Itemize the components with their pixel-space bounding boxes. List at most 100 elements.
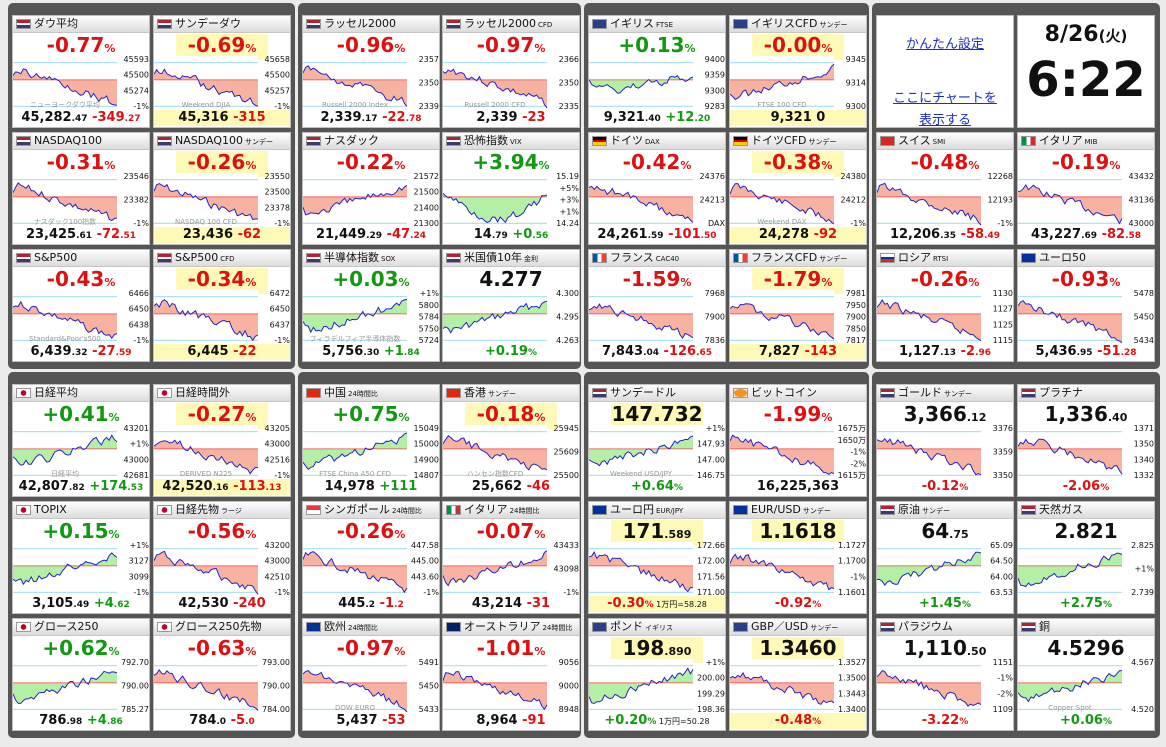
sparkline-chart[interactable]: 7981 7950 7900 7850 7817 bbox=[730, 290, 867, 347]
market-tile[interactable]: ラッセル2000 CFD -0.97% Russell 2000 CFD 2366 235… bbox=[442, 15, 580, 128]
market-tile[interactable]: ナスダック -0.22% 21572 21500 21400 21300 21,449.29… bbox=[302, 132, 440, 245]
sparkline-chart[interactable]: 15.19 +5% +3% +1% 14.24 bbox=[443, 173, 580, 230]
sparkline-chart[interactable]: Copper Spot 4.567 4.520 bbox=[1018, 659, 1155, 716]
sparkline-chart[interactable]: FTSE 100 CFD 9345 9314 9300 bbox=[730, 56, 867, 113]
market-tile[interactable]: TOPIX +0.15% +1% 3127 3099 -1% 3,105.49 +4.62 bbox=[12, 501, 150, 614]
sparkline-chart[interactable]: 43433 43098 -1% bbox=[443, 542, 580, 599]
sparkline-chart[interactable]: 日経平均 43201 +1% 43000 42681 bbox=[13, 425, 150, 482]
market-tile[interactable]: GBP／USD サンデー 1.3460 1.3527 1.3500 1.3443 1.340… bbox=[729, 618, 867, 731]
sparkline-chart[interactable]: Weekend DJIA 45658 45500 45257 -1% bbox=[154, 56, 291, 113]
market-tile[interactable]: S&P500 -0.43% Standard&Poor's500 6466 6450 64… bbox=[12, 249, 150, 362]
sparkline-chart[interactable]: Weekend USD/JPY +1% 147.93 147.00 146.75 bbox=[589, 425, 726, 482]
market-tile[interactable]: S&P500 CFD -0.34% 6472 6450 6437 -1% 6,445 -22 bbox=[153, 249, 291, 362]
market-tile[interactable]: ポンド イギリス 198.890 +1% 200.00 199.29 198.36 +0.20… bbox=[588, 618, 726, 731]
sparkline-chart[interactable]: 792.70 790.00 785.27 bbox=[13, 659, 150, 716]
sparkline-chart[interactable]: DERIVED N225 43205 43000 42516 -1% bbox=[154, 425, 291, 482]
market-tile[interactable]: イタリア 24時間比 -0.07% 43433 43098 -1% 43,214 -31 bbox=[442, 501, 580, 614]
axis-label: 9056 bbox=[559, 659, 579, 667]
sparkline-chart[interactable]: Russell 2000 Index 2357 2350 2339 bbox=[303, 56, 440, 113]
market-tile[interactable]: 米国債10年 金利 4.277 4.300 4.295 4.263 +0.19% bbox=[442, 249, 580, 362]
market-tile[interactable]: イギリス FTSE +0.13% 9400 9359 9300 9283 9,321.40 +… bbox=[588, 15, 726, 128]
market-tile[interactable]: プラチナ 1,336.40 1371 1350 1340 1332 -2.06% bbox=[1017, 384, 1155, 497]
sparkline-chart[interactable]: 447.58 445.00 443.60 -1% bbox=[303, 542, 440, 599]
market-tile[interactable]: ダウ平均 -0.77% ニューヨークダウ平均 45593 45500 45274 -1% 45… bbox=[12, 15, 150, 128]
market-tile[interactable]: フランス CAC40 -1.59% 7968 7900 7836 7,843.04 -126… bbox=[588, 249, 726, 362]
sparkline-chart[interactable]: 21572 21500 21400 21300 bbox=[303, 173, 440, 230]
market-tile[interactable]: グロース250 +0.62% 792.70 790.00 785.27 786.98 +4… bbox=[12, 618, 150, 731]
market-tile[interactable]: NASDAQ100 -0.31% ナスダック100指数 23546 23382 -1% 23… bbox=[12, 132, 150, 245]
market-tile[interactable]: イタリア MIB -0.19% 43432 43136 43000 43,227.69 -8… bbox=[1017, 132, 1155, 245]
bottom-values: 21,449.29 -47.24 bbox=[303, 227, 439, 243]
sparkline-chart[interactable]: 4.300 4.295 4.263 bbox=[443, 290, 580, 347]
sparkline-chart[interactable]: Standard&Poor's500 6466 6450 6438 -1% bbox=[13, 290, 150, 347]
sparkline-chart[interactable]: 793.00 790.00 784.00 bbox=[154, 659, 291, 716]
sparkline-chart[interactable]: 43200 43000 42510 -1% bbox=[154, 542, 291, 599]
tile-title: ラッセル2000 bbox=[324, 17, 396, 31]
market-tile[interactable]: 日経先物 ラージ -0.56% 43200 43000 42510 -1% 42,530 -2… bbox=[153, 501, 291, 614]
market-tile[interactable]: 恐怖指数 VIX +3.94% 15.19 +5% +3% +1% 14.24 14.79 +0… bbox=[442, 132, 580, 245]
add-chart-link[interactable]: ここにチャートを 表示する bbox=[877, 88, 1013, 132]
sparkline-chart[interactable]: 7968 7900 7836 bbox=[589, 290, 726, 347]
sparkline-chart[interactable]: FTSE China A50 CFD 15049 15000 14900 14807 bbox=[303, 425, 440, 482]
market-tile[interactable]: ゴールド サンデー 3,366.12 3376 3359 3350 -0.12% bbox=[876, 384, 1014, 497]
market-tile[interactable]: ビットコイン -1.99% 1675万 1650万 -1% -2% 1615万 16,225,… bbox=[729, 384, 867, 497]
market-tile[interactable]: 欧州 24時間比 -0.97% DOW EURO 5491 5450 5433 5,437 -… bbox=[302, 618, 440, 731]
sparkline-chart[interactable]: Weekend DAX 24380 24212 -1% bbox=[730, 173, 867, 230]
sparkline-chart[interactable]: 43432 43136 43000 bbox=[1018, 173, 1155, 230]
market-tile[interactable]: フランスCFD サンデー -1.79% 7981 7950 7900 7850 7817 7,8… bbox=[729, 249, 867, 362]
sparkline-chart[interactable]: 3376 3359 3350 bbox=[877, 425, 1014, 482]
market-tile[interactable]: 中国 24時間比 +0.75% FTSE China A50 CFD 15049 1500… bbox=[302, 384, 440, 497]
market-tile[interactable]: ドイツCFD サンデー -0.38% Weekend DAX 24380 24212 -1%… bbox=[729, 132, 867, 245]
market-tile[interactable]: 原油 サンデー 64.75 65.09 64.50 64.00 63.53 +1.45% bbox=[876, 501, 1014, 614]
easy-settings-link[interactable]: かんたん設定 bbox=[905, 37, 984, 52]
sparkline-chart[interactable]: 1.3527 1.3500 1.3443 1.3400 bbox=[730, 659, 867, 716]
market-tile[interactable]: イギリスCFD サンデー -0.00% FTSE 100 CFD 9345 9314 930… bbox=[729, 15, 867, 128]
market-tile[interactable]: シンガポール 24時間比 -0.26% 447.58 445.00 443.60 -1% 44… bbox=[302, 501, 440, 614]
market-tile[interactable]: オーストラリア 24時間比 -1.01% 9056 9000 8948 8,964 -91 bbox=[442, 618, 580, 731]
market-tile[interactable]: グロース250先物 -0.63% 793.00 790.00 784.00 784.0 -… bbox=[153, 618, 291, 731]
market-tile[interactable]: 半導体指数 SOX +0.03% フィラデルフィア半導体指数 +1% 5800 5784 57… bbox=[302, 249, 440, 362]
sparkline-chart[interactable]: 1675万 1650万 -1% -2% 1615万 bbox=[730, 425, 867, 482]
sparkline-chart[interactable]: 65.09 64.50 64.00 63.53 bbox=[877, 542, 1014, 599]
sparkline-chart[interactable]: NASDAQ 100 CFD 23550 23500 23378 -1% bbox=[154, 173, 291, 230]
market-tile[interactable]: ユーロ円 EUR/JPY 171.589 172.66 172.00 171.56 171.… bbox=[588, 501, 726, 614]
sparkline-chart[interactable]: 172.66 172.00 171.56 171.00 bbox=[589, 542, 726, 599]
market-tile[interactable]: EUR/USD サンデー 1.1618 1.1727 1.1700 -1% 1.1601 -0… bbox=[729, 501, 867, 614]
main-value-text: -0.27 bbox=[187, 402, 246, 426]
sparkline-chart[interactable]: ナスダック100指数 23546 23382 -1% bbox=[13, 173, 150, 230]
market-tile[interactable]: 銅 4.5296 Copper Spot 4.567 4.520 +0.06% bbox=[1017, 618, 1155, 731]
market-tile[interactable]: スイス SMI -0.48% 12268 12193 -1% 12,206.35 -58.4… bbox=[876, 132, 1014, 245]
sparkline-chart[interactable]: 1.1727 1.1700 -1% 1.1601 bbox=[730, 542, 867, 599]
market-tile[interactable]: ラッセル2000 -0.96% Russell 2000 Index 2357 2350… bbox=[302, 15, 440, 128]
sparkline-chart[interactable]: 6472 6450 6437 -1% bbox=[154, 290, 291, 347]
market-tile[interactable]: NASDAQ100 サンデー -0.26% NASDAQ 100 CFD 23550 23… bbox=[153, 132, 291, 245]
sparkline-chart[interactable]: 12268 12193 -1% bbox=[877, 173, 1014, 230]
change-main: 0 bbox=[816, 110, 826, 125]
market-tile[interactable]: ユーロ50 -0.93% 5478 5450 5434 5,436.95 -51.28 bbox=[1017, 249, 1155, 362]
sparkline-chart[interactable]: ニューヨークダウ平均 45593 45500 45274 -1% bbox=[13, 56, 150, 113]
sparkline-chart[interactable]: 1130 1127 1125 1115 bbox=[877, 290, 1014, 347]
sparkline-chart[interactable]: DOW EURO 5491 5450 5433 bbox=[303, 659, 440, 716]
sparkline-chart[interactable]: 2.825 +1% 2.739 bbox=[1018, 542, 1155, 599]
sparkline-chart[interactable]: 9400 9359 9300 9283 bbox=[589, 56, 726, 113]
sparkline-chart[interactable]: 24376 24213 DAX bbox=[589, 173, 726, 230]
market-tile[interactable]: サンデードル 147.732 Weekend USD/JPY +1% 147.93 147… bbox=[588, 384, 726, 497]
market-tile[interactable]: 日経平均 +0.41% 日経平均 43201 +1% 43000 42681 42,807.8… bbox=[12, 384, 150, 497]
sparkline-chart[interactable]: Russell 2000 CFD 2366 2350 2335 bbox=[443, 56, 580, 113]
sparkline-chart[interactable]: 1151 -1% -2% 1109 bbox=[877, 659, 1014, 716]
sparkline-chart[interactable]: 9056 9000 8948 bbox=[443, 659, 580, 716]
sparkline-chart[interactable]: フィラデルフィア半導体指数 +1% 5800 5784 5750 5724 bbox=[303, 290, 440, 347]
sparkline-chart[interactable]: ハンセン指数CFD 25945 25609 25500 bbox=[443, 425, 580, 482]
market-tile[interactable]: 天然ガス 2.821 2.825 +1% 2.739 +2.75% bbox=[1017, 501, 1155, 614]
sparkline-chart[interactable]: 1371 1350 1340 1332 bbox=[1018, 425, 1155, 482]
sparkline-chart[interactable]: +1% 3127 3099 -1% bbox=[13, 542, 150, 599]
sparkline-chart[interactable]: 5478 5450 5434 bbox=[1018, 290, 1155, 347]
market-tile[interactable]: ロシア RTSI -0.26% 1130 1127 1125 1115 1,127.13 -2… bbox=[876, 249, 1014, 362]
market-tile[interactable]: ドイツ DAX -0.42% 24376 24213 DAX 24,261.59 -101.… bbox=[588, 132, 726, 245]
market-tile[interactable]: 日経時間外 -0.27% DERIVED N225 43205 43000 42516 -1… bbox=[153, 384, 291, 497]
market-tile[interactable]: サンデーダウ -0.69% Weekend DJIA 45658 45500 45257 -… bbox=[153, 15, 291, 128]
market-tile[interactable]: 香港 サンデー -0.18% ハンセン指数CFD 25945 25609 25500 25,6… bbox=[442, 384, 580, 497]
axis-label: -1% bbox=[274, 336, 290, 345]
sparkline-chart[interactable]: +1% 200.00 199.29 198.36 bbox=[589, 659, 726, 716]
market-tile[interactable]: パラジウム 1,110.50 1151 -1% -2% 1109 -3.22% bbox=[876, 618, 1014, 731]
